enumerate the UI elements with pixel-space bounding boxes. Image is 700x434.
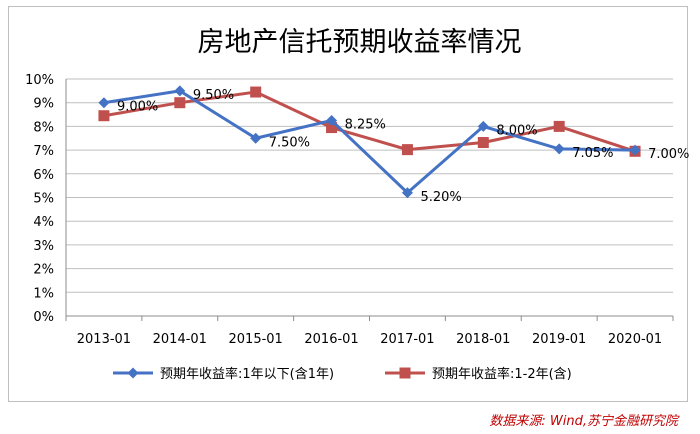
legend-label: 预期年收益率:1-2年(含): [432, 366, 572, 382]
data-label: 5.20%: [420, 190, 461, 205]
data-point: [250, 132, 262, 144]
chart-frame: 房地产信托预期收益率情况 0% 1% 2% 3% 4% 5% 6% 7% 8% 9% 10% 2013-…: [8, 6, 689, 402]
x-tick-label: 2017-01: [380, 332, 434, 347]
data-label: 7.05%: [572, 146, 613, 161]
data-label: 7.50%: [269, 135, 310, 150]
data-point: [553, 143, 565, 155]
y-tick-label: 4%: [33, 215, 54, 230]
x-tick-label: 2015-01: [229, 332, 283, 347]
x-tick-label: 2014-01: [153, 332, 207, 347]
data-point: [98, 110, 110, 122]
data-point: [98, 97, 110, 109]
legend-label: 预期年收益率:1年以下(含1年): [160, 366, 334, 382]
y-tick-label: 9%: [33, 97, 54, 112]
x-tick-label: 2013-01: [77, 332, 131, 347]
x-tick-label: 2016-01: [304, 332, 358, 347]
y-tick-label: 8%: [33, 120, 54, 135]
y-tick-label: 10%: [25, 73, 54, 88]
series-line: [103, 89, 636, 195]
y-tick-label: 2%: [33, 263, 54, 278]
legend-marker: [127, 367, 139, 379]
line-chart: 房地产信托预期收益率情况 0% 1% 2% 3% 4% 5% 6% 7% 8% 9% 10% 2013-…: [25, 27, 689, 382]
data-point: [477, 137, 489, 149]
y-tick-label: 7%: [33, 144, 54, 159]
x-tick-label: 2019-01: [532, 332, 586, 347]
x-tick-label: 2020-01: [608, 332, 662, 347]
data-point: [250, 86, 262, 98]
data-point: [553, 120, 565, 132]
y-tick-label: 5%: [33, 192, 54, 207]
x-tick-label: 2018-01: [456, 332, 510, 347]
y-tick-label: 3%: [33, 239, 54, 254]
y-tick-label: 1%: [33, 286, 54, 301]
y-tick-label: 0%: [33, 310, 54, 325]
data-point: [174, 85, 186, 97]
y-tick-label: 6%: [33, 168, 54, 183]
data-label: 8.25%: [345, 117, 386, 132]
data-point: [629, 144, 641, 156]
data-label: 7.00%: [648, 147, 689, 162]
data-label: 9.00%: [117, 100, 158, 115]
data-point: [477, 120, 489, 132]
data-label: 9.50%: [193, 88, 234, 103]
data-point: [401, 144, 413, 156]
data-point: [326, 114, 338, 126]
chart-title: 房地产信托预期收益率情况: [198, 27, 522, 58]
data-point: [401, 187, 413, 199]
data-point: [174, 97, 186, 109]
source-note: 数据来源: Wind,苏宁金融研究院: [489, 414, 678, 429]
legend-marker: [399, 367, 411, 379]
data-point: [326, 122, 338, 134]
series-line: [103, 90, 636, 153]
data-label: 8.00%: [496, 123, 537, 138]
